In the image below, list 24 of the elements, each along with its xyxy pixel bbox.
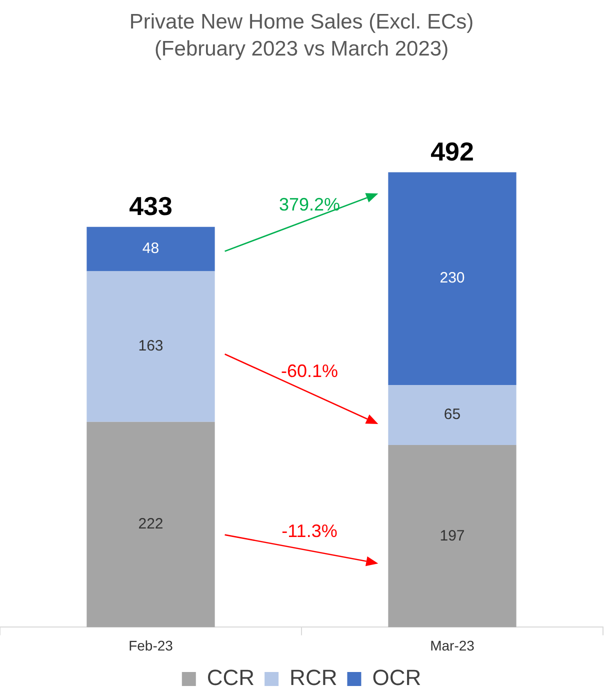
x-tick-label: Mar-23 [430, 637, 475, 654]
bar [86, 271, 215, 422]
data-label: 197 [440, 527, 465, 544]
legend-label: OCR [372, 665, 422, 690]
bar [86, 422, 215, 628]
bar [388, 384, 516, 446]
data-label: 48 [142, 240, 160, 258]
legend-label: RCR [290, 665, 338, 690]
chart-title: Private New Home Sales (Excl. ECs) [129, 10, 474, 34]
annotation: -60.1% [280, 361, 338, 382]
chart-subtitle: (February 2023 vs March 2023) [154, 38, 449, 61]
data-label: 222 [138, 516, 164, 533]
x-tick-label: Feb-23 [128, 637, 174, 654]
annotation: 379.2% [278, 194, 340, 214]
bar [388, 172, 516, 385]
total-label: 433 [129, 190, 172, 221]
bar [388, 445, 516, 628]
data-label: 163 [138, 338, 164, 355]
bar [86, 226, 215, 272]
legend-label: CCR [206, 665, 255, 690]
total-label: 492 [430, 136, 474, 166]
data-label: 230 [440, 270, 465, 287]
annotation: -11.3% [282, 521, 338, 542]
data-label: 65 [444, 406, 461, 424]
